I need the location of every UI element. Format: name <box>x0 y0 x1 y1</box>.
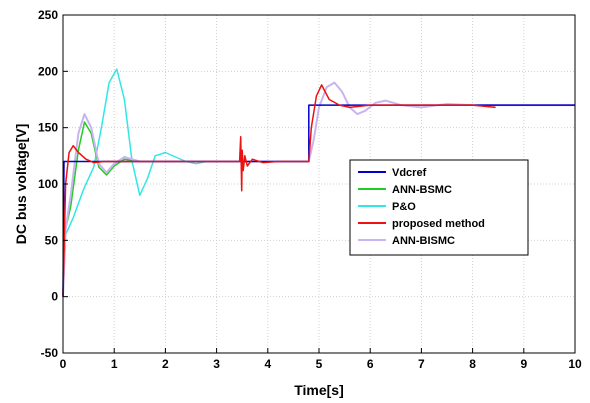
series-line-ann-bsmc <box>62 121 309 297</box>
y-tick-label: 200 <box>38 64 58 78</box>
x-axis-label: Time[s] <box>294 382 344 398</box>
x-tick-label: 8 <box>469 357 476 371</box>
legend-label: ANN-BSMC <box>392 184 452 196</box>
series-lines <box>62 68 575 297</box>
legend-label: Vdcref <box>392 167 427 179</box>
legend: Vdcref ANN-BSMC P&O proposed method ANN-BISM… <box>349 159 529 256</box>
x-tick-label: 6 <box>367 357 374 371</box>
x-tick-label: 10 <box>568 357 582 371</box>
series-line-p-o <box>62 68 309 297</box>
y-tick-label: 100 <box>38 177 58 191</box>
y-tick-label: 0 <box>51 290 58 304</box>
x-tick-label: 9 <box>520 357 527 371</box>
y-tick-label: 250 <box>38 8 58 22</box>
y-tick-label: 150 <box>38 121 58 135</box>
series-line-proposed-method <box>62 84 496 297</box>
legend-label: proposed method <box>392 218 485 230</box>
legend-label: P&O <box>392 201 416 213</box>
x-tick-label: 0 <box>60 357 67 371</box>
x-tick-label: 2 <box>162 357 169 371</box>
y-tick-label: 50 <box>45 233 59 247</box>
x-tick-label: 5 <box>316 357 323 371</box>
x-tick-label: 3 <box>213 357 220 371</box>
x-tick-label: 7 <box>418 357 425 371</box>
y-tick-label: -50 <box>41 346 59 360</box>
x-tick-label: 1 <box>111 357 118 371</box>
x-tick-label: 4 <box>264 357 271 371</box>
legend-label: ANN-BISMC <box>392 235 455 247</box>
y-axis-label: DC bus voltage[V] <box>13 124 29 245</box>
